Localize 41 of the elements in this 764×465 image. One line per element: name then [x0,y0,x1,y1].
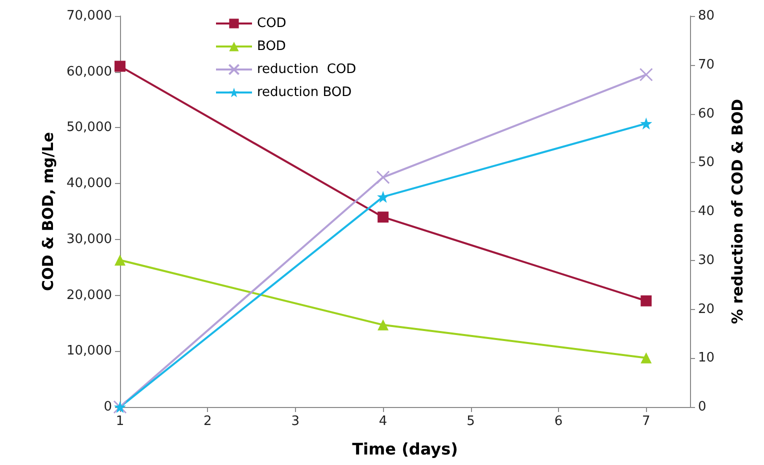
y-tick-label: 60,000 [66,64,112,80]
point [114,60,126,72]
point [376,170,390,184]
y-axis-title: COD & BOD, mg/Le [39,132,58,291]
y-tick-label: 20,000 [66,288,112,303]
legend-label: BOD [257,39,286,54]
y-tick-label: 10,000 [66,344,112,359]
y2-axis-title: % reduction of COD & BOD [728,98,746,324]
x-tick-label: 1 [116,414,124,429]
y2-tick-label: 60 [698,106,715,122]
y2-tick-label: 40 [698,204,715,219]
y-tick-label: 0 [104,400,112,414]
x-tick-label: 6 [554,414,563,429]
y-tick-label: 40,000 [66,176,112,192]
y2-tick-label: 0 [698,400,706,414]
legend-label: reduction BOD [257,85,352,100]
y2-tick-label: 80 [698,8,715,24]
y2-tick-label: 70 [698,57,715,72]
y-tick-label: 70,000 [66,8,112,24]
y2-tick-label: 20 [698,302,715,317]
y-tick-label: 50,000 [66,120,112,136]
point [378,319,389,330]
x-tick-label: 3 [291,414,300,429]
x-tick-label: 7 [642,414,650,429]
y2-tick-label: 30 [698,252,715,268]
point [377,190,390,203]
x-axis-title: Time (days) [352,440,458,458]
point [378,212,389,223]
x-tick-label: 4 [378,414,388,429]
legend-label: COD [257,16,286,31]
x-tick-label: 5 [466,414,475,429]
point [114,254,126,266]
point [639,68,653,82]
y2-tick-label: 50 [698,155,715,170]
point [640,118,652,130]
y2-tick-label: 10 [698,350,715,366]
point [640,295,652,306]
y-tick-label: 30,000 [66,232,112,247]
x-tick-label: 2 [204,414,212,429]
point [640,352,652,364]
legend-label: reduction COD [257,62,356,77]
